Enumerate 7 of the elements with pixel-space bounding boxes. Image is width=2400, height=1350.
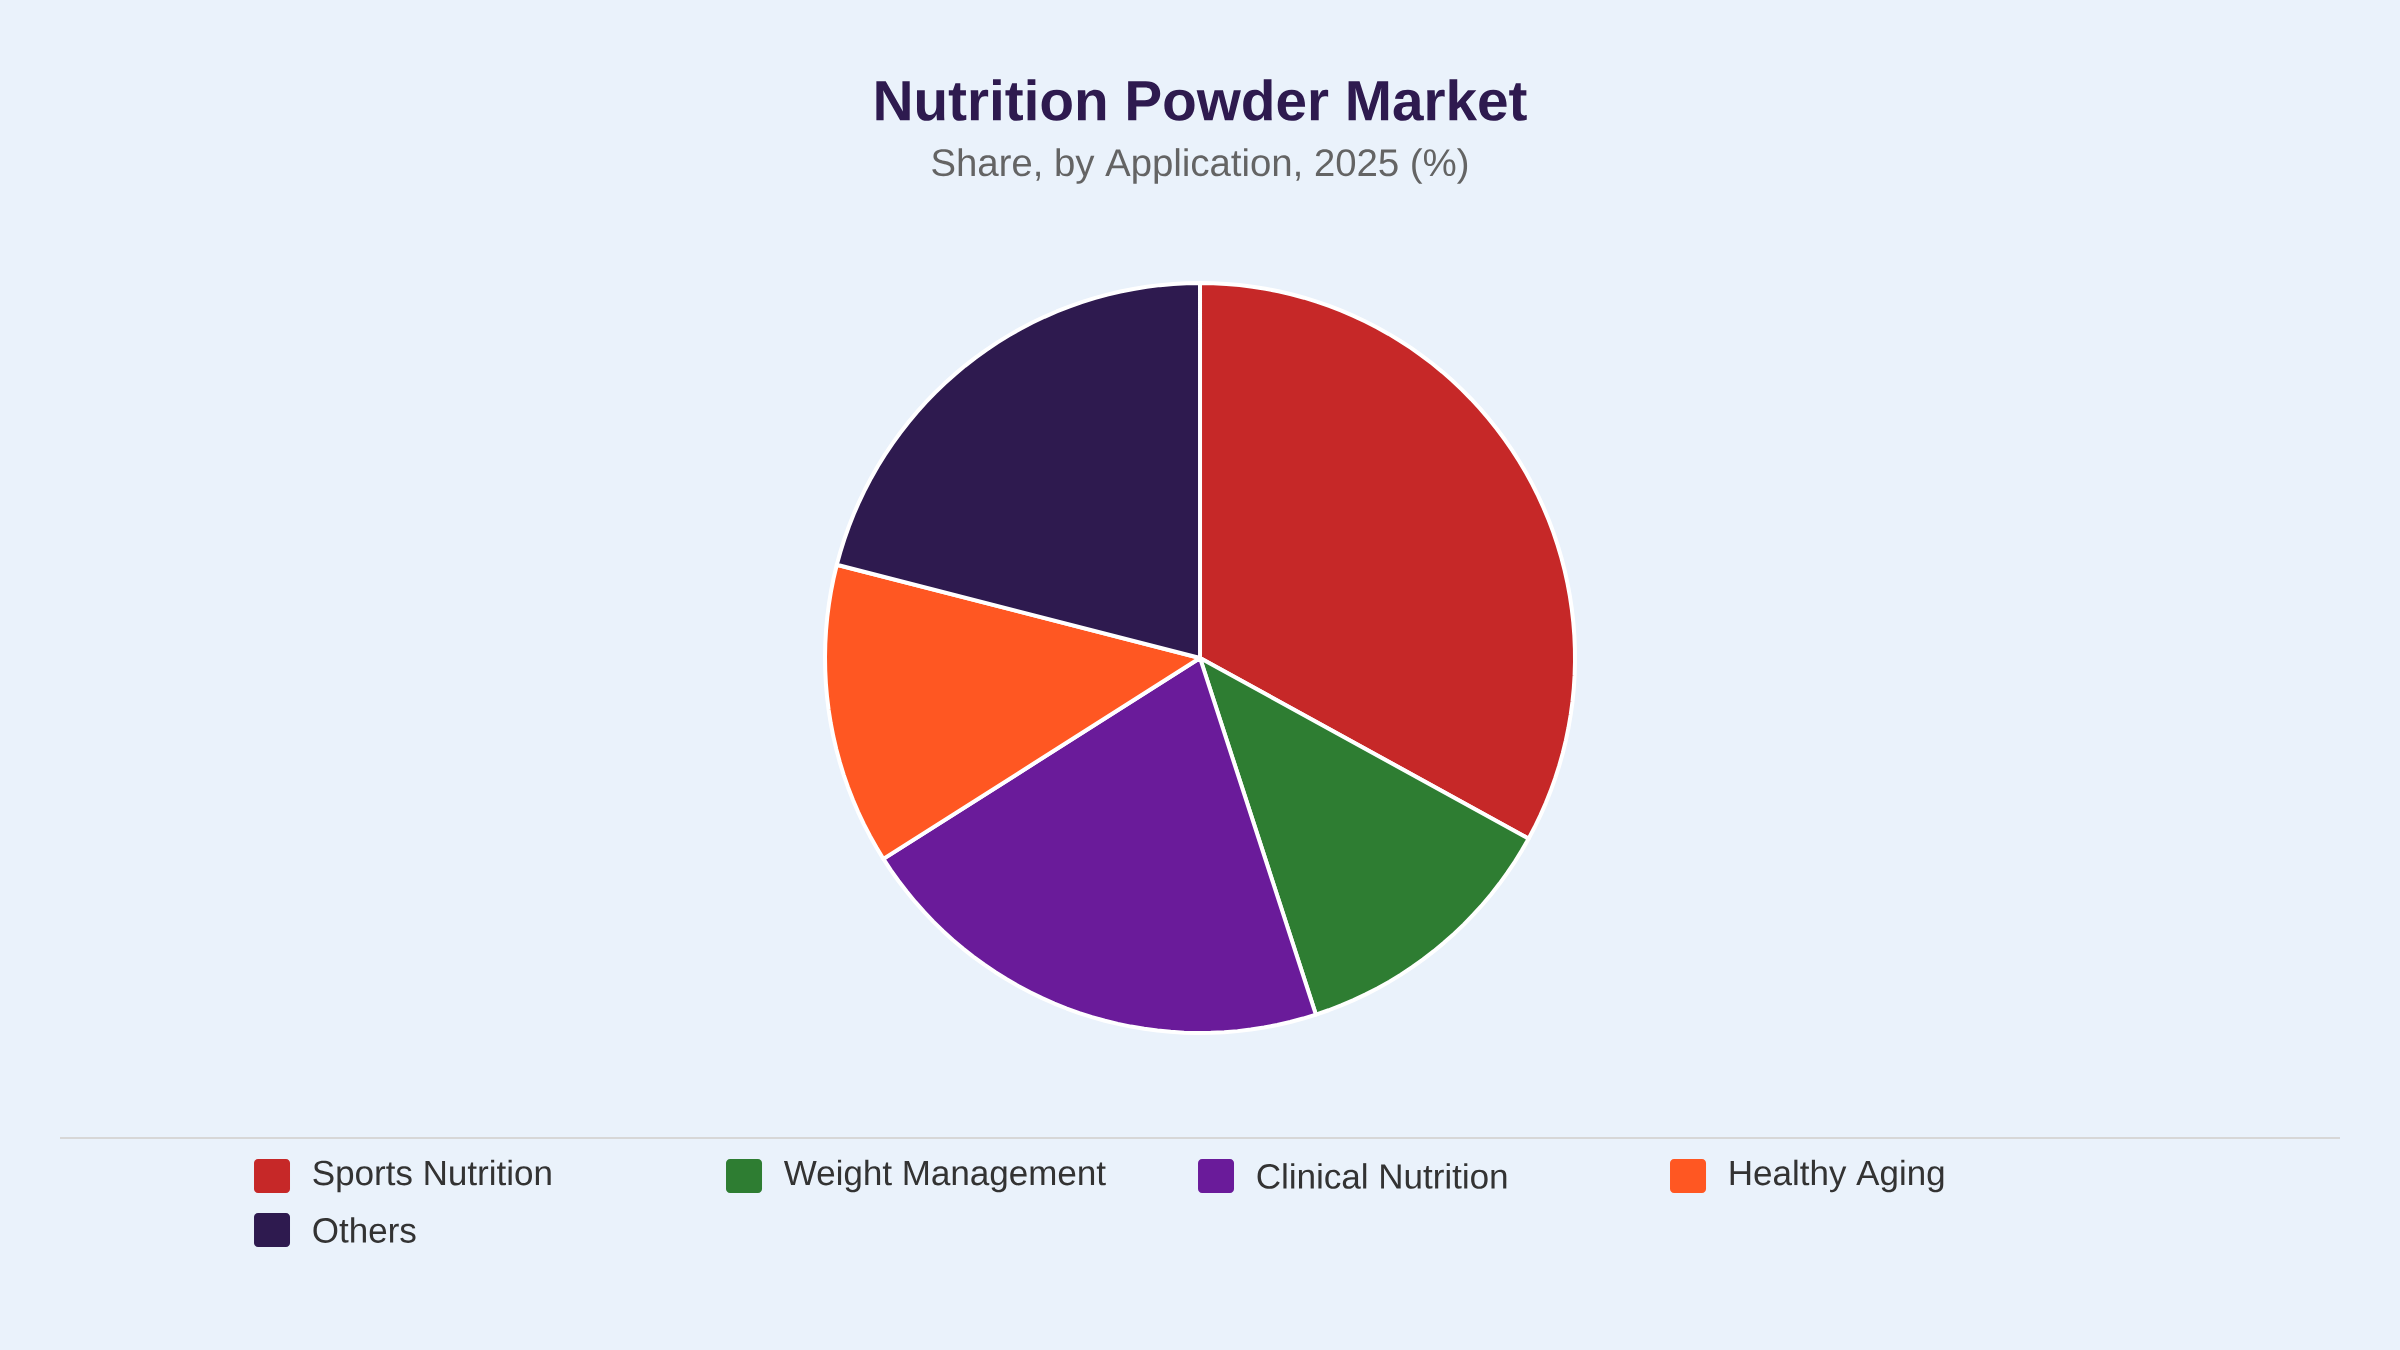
legend-label: Others	[313, 1217, 416, 1243]
legend-label: Sports Nutrition	[313, 1159, 551, 1193]
legend-label: Healthy Aging	[1730, 1159, 1944, 1193]
legend-label: Clinical Nutrition	[1257, 1163, 1507, 1189]
chart-title: Nutrition Powder Market	[876, 79, 1527, 121]
legend-label: Weight Management	[783, 1159, 1106, 1193]
chart-subtitle: Share, by Application, 2025 (%)	[932, 148, 1468, 184]
